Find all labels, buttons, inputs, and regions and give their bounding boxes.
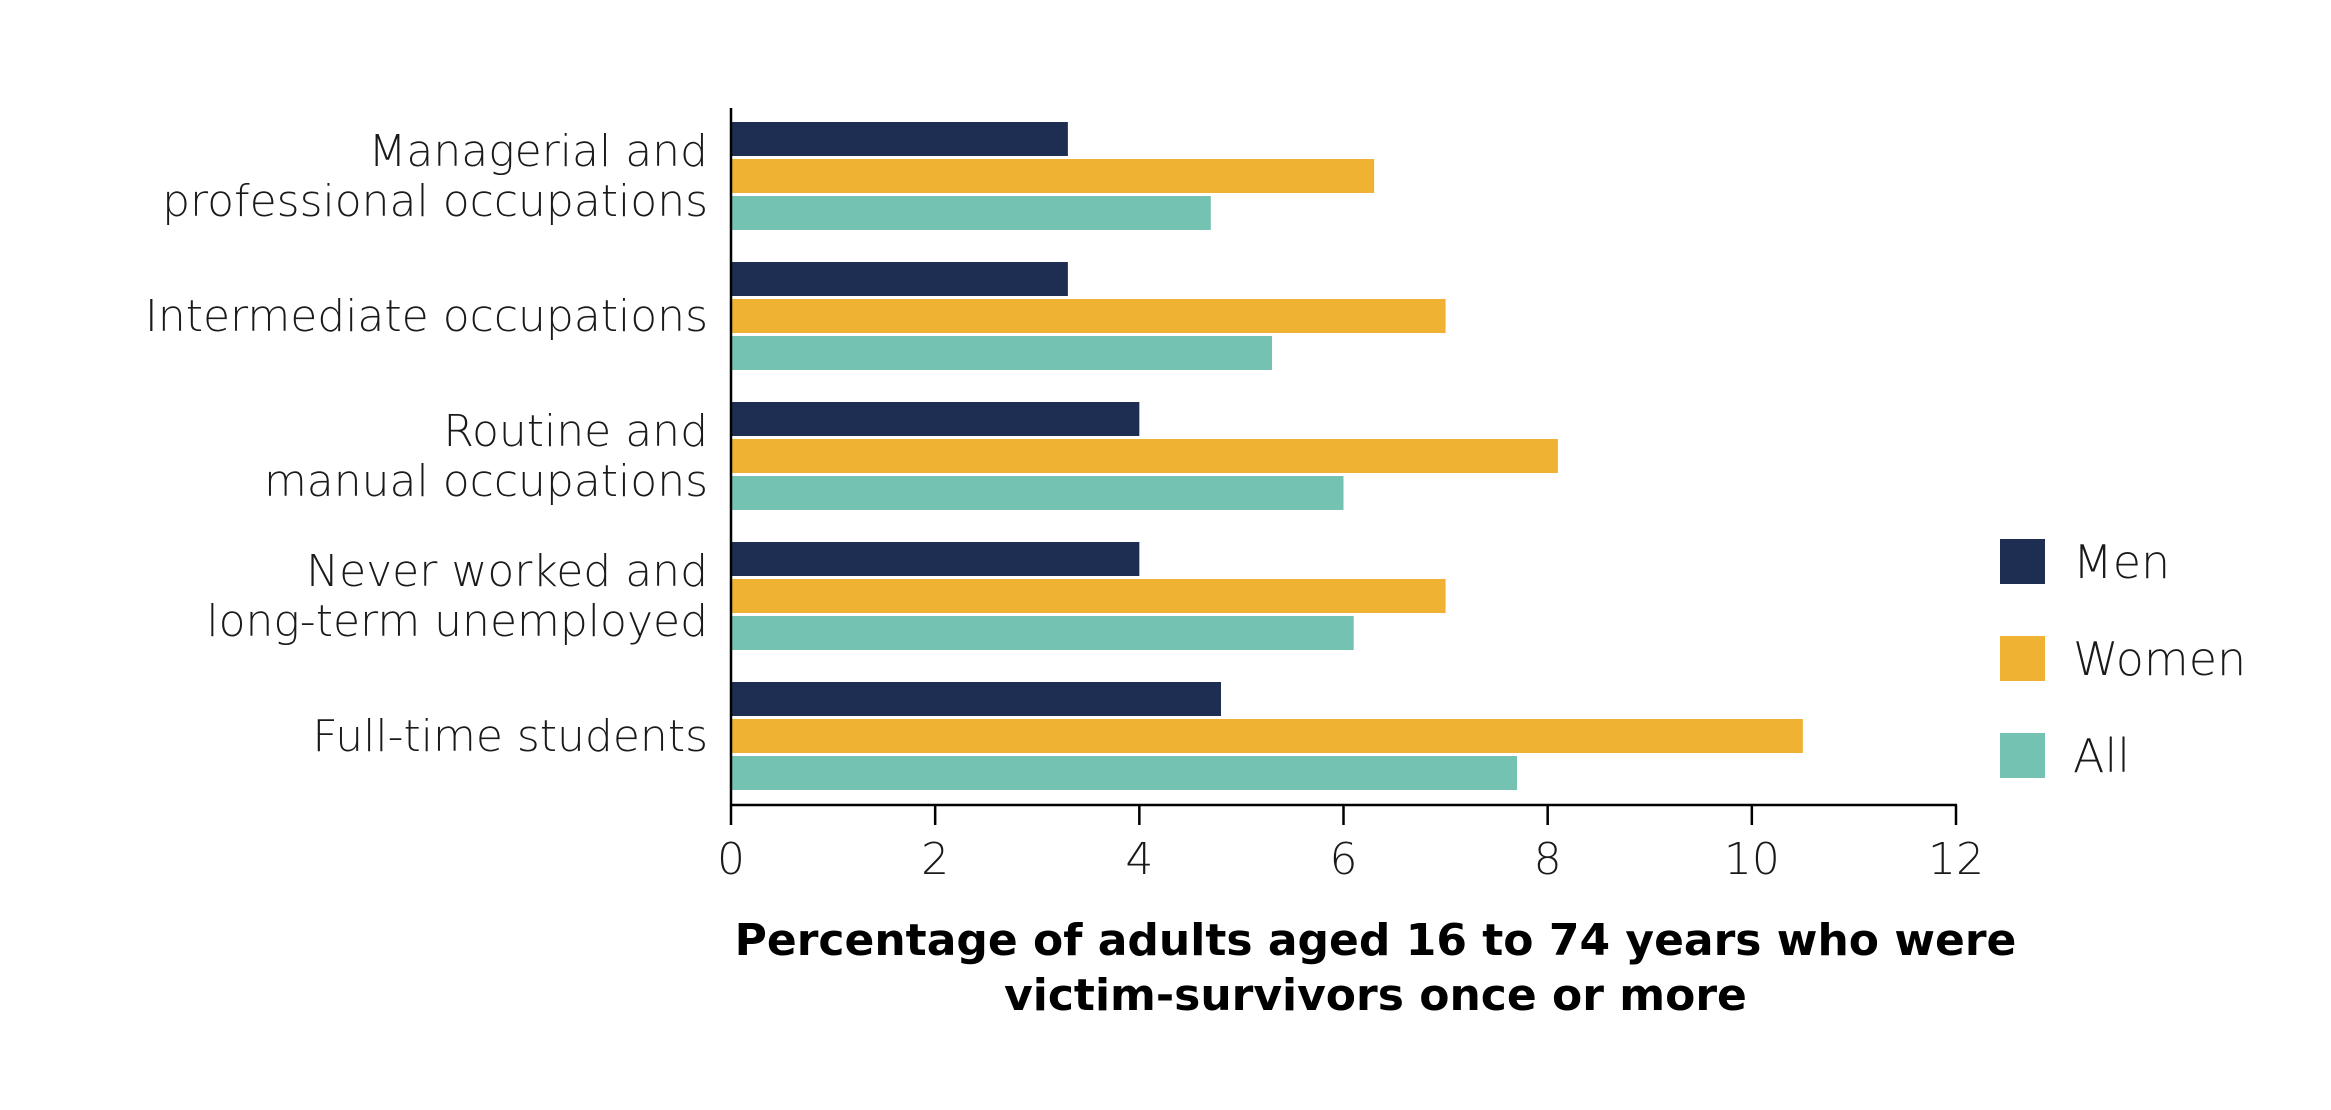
bar-women-4 xyxy=(731,719,1803,753)
x-tick-label: 12 xyxy=(1928,834,1984,885)
bar-men-4 xyxy=(731,682,1221,716)
category-labels: Managerial and professional occupations In… xyxy=(145,126,708,762)
legend-swatch-women xyxy=(2000,636,2045,681)
category-label: Never worked and long-term unemployed xyxy=(206,546,708,647)
legend-swatch-all xyxy=(2000,733,2045,778)
bar-women-2 xyxy=(731,439,1558,473)
x-tick-label: 10 xyxy=(1724,834,1780,885)
x-tick-label: 0 xyxy=(717,834,745,885)
bar-women-0 xyxy=(731,159,1375,193)
bar-men-2 xyxy=(731,402,1140,436)
bars-group xyxy=(731,122,1803,790)
category-label: Routine and manual occupations xyxy=(264,406,708,507)
bar-women-1 xyxy=(731,299,1446,333)
category-label: Full-time students xyxy=(312,711,708,762)
legend-swatch-men xyxy=(2000,539,2045,584)
x-tick-label: 6 xyxy=(1330,834,1358,885)
bar-all-1 xyxy=(731,336,1273,370)
bar-men-0 xyxy=(731,122,1068,156)
bar-all-0 xyxy=(731,196,1211,230)
bar-all-4 xyxy=(731,756,1518,790)
bar-all-2 xyxy=(731,476,1344,510)
bar-men-3 xyxy=(731,542,1140,576)
x-tick-labels: 0 2 4 6 8 10 12 xyxy=(717,834,1984,885)
x-tick-label: 8 xyxy=(1534,834,1562,885)
bar-women-3 xyxy=(731,579,1446,613)
category-label: Intermediate occupations xyxy=(145,291,708,342)
legend-label-women: Women xyxy=(2073,632,2246,686)
bar-all-3 xyxy=(731,616,1354,650)
x-tick-label: 2 xyxy=(921,834,949,885)
x-axis-title: Percentage of adults aged 16 to 74 years… xyxy=(735,915,2017,1021)
x-tick-label: 4 xyxy=(1125,834,1153,885)
axes-group xyxy=(729,108,1958,825)
category-label: Managerial and professional occupations xyxy=(162,126,708,227)
bar-men-1 xyxy=(731,262,1068,296)
legend-label-all: All xyxy=(2073,729,2130,783)
legend-label-men: Men xyxy=(2073,535,2170,589)
legend: Men Women All xyxy=(2000,535,2246,783)
